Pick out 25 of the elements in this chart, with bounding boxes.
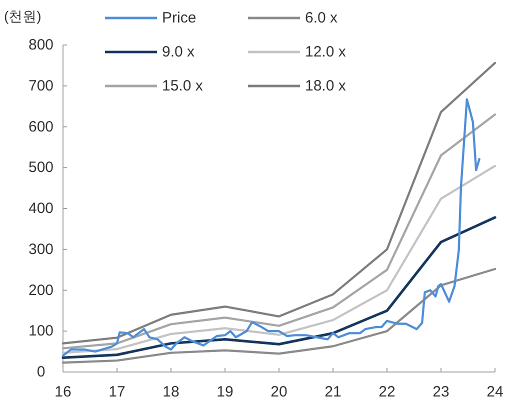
y-axis-title: (천원) — [4, 8, 42, 24]
legend-label: 6.0 x — [305, 10, 338, 26]
y-tick-label: 200 — [28, 282, 54, 299]
legend-label: 9.0 x — [162, 44, 196, 60]
x-tick-label: 21 — [324, 384, 342, 400]
y-tick-label: 400 — [28, 200, 54, 217]
y-tick-label: 700 — [28, 77, 54, 94]
x-tick-label: 23 — [432, 384, 450, 400]
y-tick-label: 600 — [28, 118, 54, 136]
y-tick-label: 300 — [28, 240, 54, 258]
legend-label: 15.0 x — [162, 78, 204, 94]
x-tick-label: 24 — [486, 384, 504, 400]
x-tick-label: 17 — [108, 384, 126, 400]
x-tick-label: 18 — [162, 384, 180, 400]
y-tick-label: 800 — [28, 36, 54, 54]
y-tick-label: 500 — [28, 159, 54, 176]
legend-label: Price — [162, 10, 196, 26]
x-tick-label: 16 — [54, 384, 72, 400]
y-tick-label: 0 — [36, 364, 46, 380]
x-tick-label: 19 — [216, 384, 234, 400]
legend-label: 12.0 x — [305, 44, 346, 60]
x-tick-label: 20 — [270, 384, 288, 400]
legend-label: 18.0 x — [305, 78, 346, 94]
x-tick-label: 22 — [378, 384, 396, 400]
y-tick-label: 100 — [28, 322, 54, 340]
